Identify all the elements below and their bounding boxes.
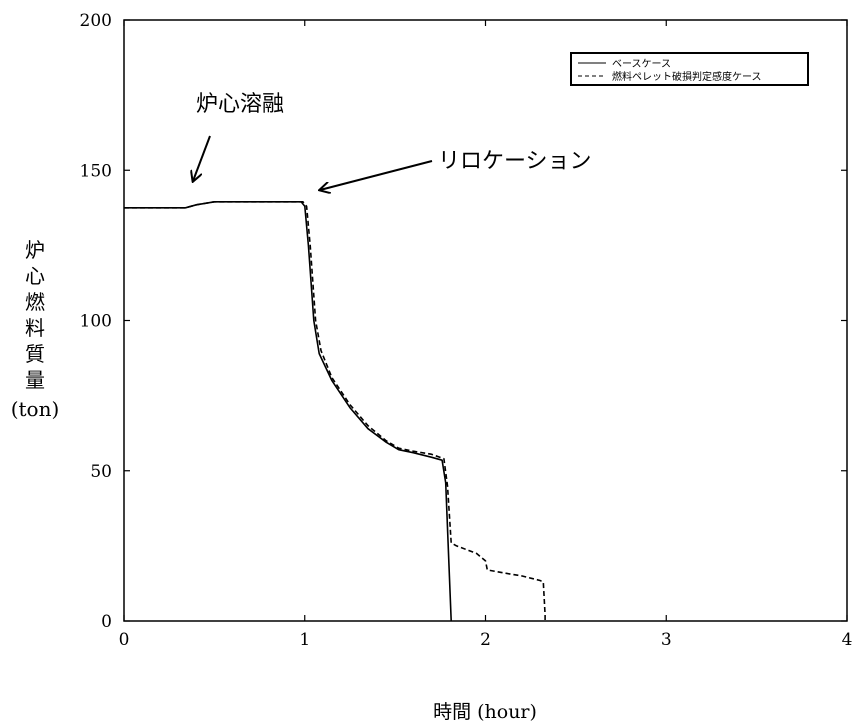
x-tick-label: 3	[661, 630, 672, 650]
y-axis-label-char: 燃	[25, 290, 45, 314]
x-axis-label: 時間 (hour)	[433, 701, 537, 723]
legend-label-base: ベースケース	[612, 58, 671, 70]
annotation-relocation-label: リロケーション	[438, 149, 592, 174]
y-tick-label: 100	[80, 312, 112, 332]
series-line-base	[124, 201, 452, 622]
annotation-core-melt: 炉心溶融	[193, 92, 284, 181]
series-line-sensitivity	[124, 201, 546, 621]
x-tick-label: 0	[119, 630, 130, 650]
x-tick-label: 2	[480, 630, 491, 650]
y-tick-label: 200	[80, 11, 112, 31]
annotation-core-melt-label: 炉心溶融	[196, 92, 284, 117]
y-axis-label-char: 質	[25, 342, 45, 366]
y-axis-label-char: 心	[25, 264, 45, 288]
y-tick-label: 50	[90, 462, 112, 482]
y-tick-label: 0	[101, 612, 112, 632]
y-axis-label-char: 炉	[25, 238, 45, 262]
y-axis-label-char: 量	[25, 368, 45, 392]
series-layer	[124, 201, 546, 622]
annotation-relocation: リロケーション	[320, 149, 592, 190]
x-tick-label: 4	[842, 630, 853, 650]
y-axis-label-char: 料	[25, 316, 45, 340]
legend-label-sensitivity: 燃料ペレット破損判定感度ケース	[612, 70, 762, 83]
y-axis-unit: (ton)	[11, 397, 60, 421]
legend: ベースケース 燃料ペレット破損判定感度ケース	[570, 52, 809, 86]
annotation-relocation-arrow	[320, 160, 433, 190]
x-tick-label: 1	[299, 630, 310, 650]
annotation-core-melt-arrow	[193, 135, 211, 181]
legend-box	[570, 52, 809, 86]
y-tick-label: 150	[80, 161, 112, 181]
axis-ticks: 0 1 2 3 4 0 50 100 150 200	[80, 11, 853, 650]
